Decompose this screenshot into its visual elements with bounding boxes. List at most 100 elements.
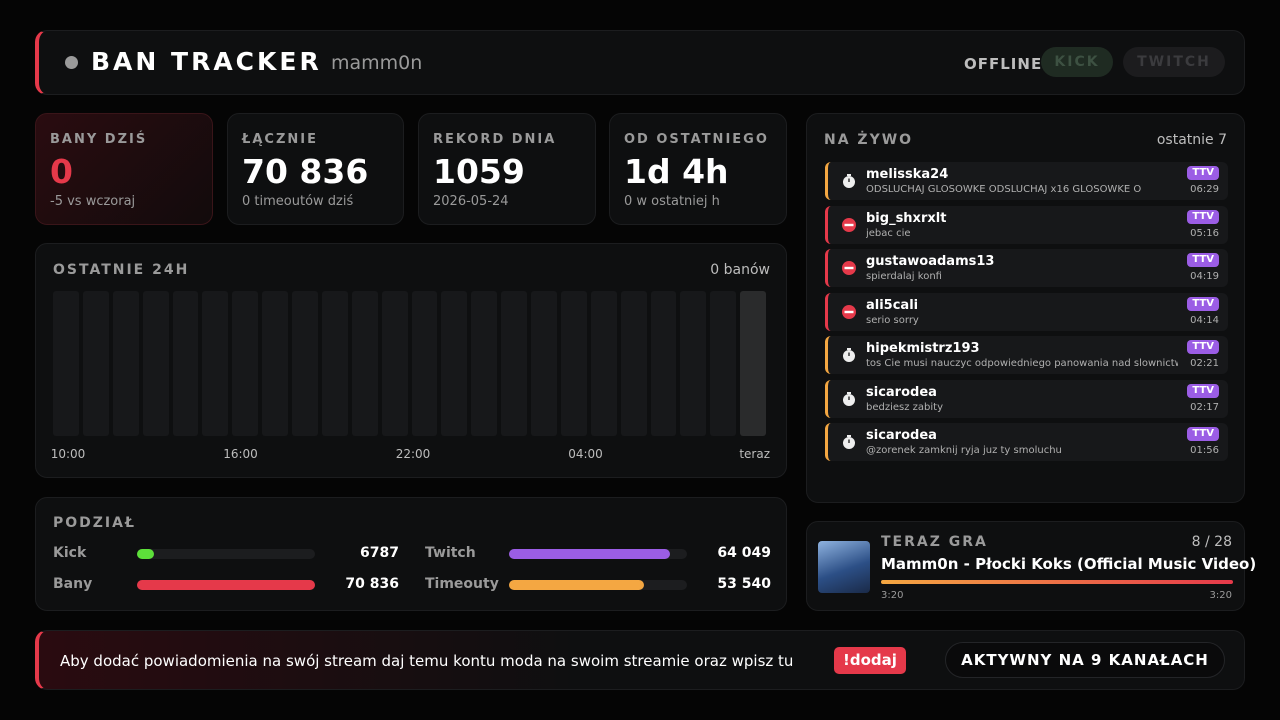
command[interactable]: !dodaj — [834, 647, 906, 674]
feed-message: ODSLUCHAJ GLOSOWKE ODSLUCHAJ x16 GLOSOWK… — [866, 184, 1142, 195]
stat-label: REKORD DNIA — [433, 132, 557, 147]
breakdown-value: 6787 — [360, 545, 399, 561]
feed-item: melisska24 ODSLUCHAJ GLOSOWKE ODSLUCHAJ x… — [825, 162, 1228, 200]
bar-track — [441, 291, 468, 436]
feed-time: 02:21 — [1190, 358, 1219, 369]
feed-message: serio sorry — [866, 314, 919, 326]
stat-card: ŁĄCZNIE 70 836 0 timeoutów dziś — [227, 113, 404, 225]
chart-summary: 0 banów — [710, 262, 770, 278]
x-label: 10:00 — [50, 447, 86, 461]
live-subtitle: ostatnie 7 — [1156, 132, 1227, 148]
stat-note: 0 timeoutów dziś — [242, 194, 354, 209]
bar-track — [82, 291, 109, 436]
feed-icon — [841, 347, 857, 363]
feed-icon — [841, 217, 857, 233]
feed-item: sicarodea bedziesz zabity TTV 02:17 — [825, 379, 1228, 418]
bar-track — [53, 291, 79, 436]
feed-item: hipekmistrz193 tos Cie musi nauczyc odpow… — [825, 336, 1228, 374]
bar-track — [142, 291, 169, 436]
feed-message: tos Cie musi nauczyc odpowiedniego panow… — [866, 358, 1178, 369]
chart-title: OSTATNIE 24H — [53, 262, 190, 278]
bar-track — [351, 291, 378, 436]
feed-item: gustawoadams13 spierdalaj konfi TTV 04:19 — [825, 249, 1228, 287]
feed-time: 04:19 — [1190, 271, 1219, 282]
now-playing: TERAZ GRA 8 / 28 Mamm0n - Płocki Koks (O… — [806, 521, 1256, 611]
cover-art — [818, 541, 870, 593]
bar-track — [710, 291, 737, 436]
bar-track — [321, 291, 348, 436]
bar-track — [501, 291, 527, 436]
breakdown-name: Kick — [53, 545, 87, 561]
feed-time: 06:29 — [1190, 184, 1219, 195]
breakdown-value: 53 540 — [717, 576, 771, 592]
breakdown-title: PODZIAŁ — [53, 515, 136, 531]
feed-icon — [841, 173, 857, 189]
feed-time: 04:14 — [1190, 314, 1219, 326]
stat-label: OD OSTATNIEGO — [624, 132, 769, 147]
bar-track — [292, 291, 318, 436]
feed-user: hipekmistrz193 — [866, 341, 980, 356]
stat-note: 0 w ostatniej h — [624, 194, 720, 209]
feed-item: ali5cali serio sorry TTV 04:14 — [825, 292, 1228, 331]
feed-badge: TTV — [1187, 296, 1219, 311]
feed-item: sicarodea @zorenek zamknij ryja juz ty sm… — [825, 423, 1228, 461]
feed-message: @zorenek zamknij ryja juz ty smoluchu — [866, 445, 1062, 456]
breakdown-value: 70 836 — [345, 576, 399, 592]
bar — [509, 549, 670, 559]
feed-icon — [841, 391, 857, 407]
stat-note: -5 vs wczoraj — [50, 194, 136, 209]
x-label: 16:00 — [223, 447, 258, 461]
bar — [509, 580, 644, 590]
stat-value: 1d 4h — [624, 152, 729, 191]
breakdown-name: Timeouty — [425, 576, 499, 592]
breakdown-panel: PODZIAŁ Kick 6787 Twitch 64 049 Bany 70 836 Ti… — [35, 497, 787, 611]
header: BAN TRACKER mamm0n OFFLINE KICK TWITCH — [35, 30, 1245, 95]
np-position: 8 / 28 — [1191, 534, 1232, 550]
stat-note: 2026-05-24 — [433, 194, 509, 209]
x-label: 22:00 — [395, 447, 431, 461]
stat-card: OD OSTATNIEGO 1d 4h 0 w ostatniej h — [609, 113, 787, 225]
feed-icon — [841, 260, 857, 276]
stat-value: 1059 — [433, 152, 525, 191]
feed-badge: TTV — [1187, 253, 1219, 267]
np-track: Mamm0n - Płocki Koks (Official Music Vid… — [881, 555, 1257, 573]
feed-user: ali5cali — [866, 297, 919, 313]
feed-icon — [841, 304, 857, 320]
status-dot — [65, 56, 78, 69]
feed-message: jebac cie — [866, 227, 911, 239]
bar — [137, 580, 315, 590]
bar-track — [202, 291, 229, 436]
bar-track — [172, 291, 199, 436]
feed-badge: TTV — [1187, 383, 1219, 398]
bar-track — [112, 291, 139, 436]
feed-time: 05:16 — [1190, 227, 1219, 239]
stat-label: BANY DZIŚ — [50, 132, 148, 147]
title: BAN TRACKER — [91, 47, 322, 76]
feed-user: gustawoadams13 — [866, 254, 995, 269]
x-label: teraz — [739, 447, 770, 461]
feed-message: bedziesz zabity — [866, 401, 944, 413]
bar-track — [531, 291, 557, 436]
bar-track — [590, 291, 617, 436]
chart-panel: OSTATNIE 24H 0 banów 10:00 16:00 22:00 04:0… — [35, 243, 787, 478]
live-title: NA ŻYWO — [824, 132, 914, 148]
feed-time: 01:56 — [1190, 445, 1219, 456]
live-panel: NA ŻYWO ostatnie 7 melisska24 ODSLUCHAJ G… — [806, 113, 1245, 503]
bar-track — [620, 291, 647, 436]
bar-track — [740, 291, 766, 436]
stat-value: 0 — [50, 152, 73, 191]
bar-track — [680, 291, 707, 436]
feed-badge: TTV — [1187, 340, 1219, 354]
feed-message: spierdalaj konfi — [866, 271, 942, 282]
np-duration: 3:20 — [1209, 590, 1232, 601]
platform-kick[interactable]: KICK — [1041, 47, 1113, 77]
bar-track — [471, 291, 498, 436]
np-progress — [881, 580, 1233, 584]
feed-badge: TTV — [1187, 427, 1219, 441]
stat-card: REKORD DNIA 1059 2026-05-24 — [418, 113, 596, 225]
bar-track — [262, 291, 288, 436]
platform-twitch[interactable]: TWITCH — [1123, 47, 1225, 77]
feed-user: big_shxrxlt — [866, 210, 947, 226]
feed-badge: TTV — [1187, 209, 1219, 224]
